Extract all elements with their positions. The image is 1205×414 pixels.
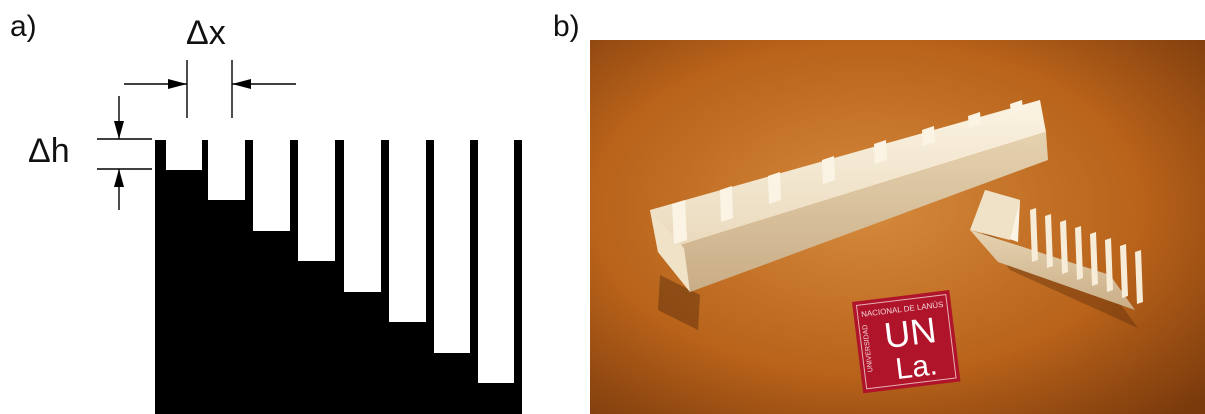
groove <box>298 140 335 261</box>
logo-line2: La. <box>894 348 939 386</box>
panel-b-label: b) <box>553 10 580 43</box>
groove <box>434 140 470 353</box>
delta-h-dimension <box>97 96 152 210</box>
photo-of-printed-gratings: NACIONAL DE LANÚS UNIVERSIDAD UN La. <box>590 40 1205 414</box>
groove <box>208 140 245 200</box>
arrow-down <box>114 121 124 139</box>
delta-x-dimension <box>124 60 296 118</box>
groove <box>344 140 381 292</box>
university-logo: NACIONAL DE LANÚS UNIVERSIDAD UN La. <box>852 290 961 394</box>
arrow-right <box>168 79 187 89</box>
groove <box>478 140 514 383</box>
long-grating-piece <box>650 100 1048 330</box>
panel-a-label: a) <box>10 10 37 43</box>
arrow-up <box>114 169 124 187</box>
groove <box>253 140 290 231</box>
logo-line1: UN <box>882 309 939 356</box>
arrow-left <box>232 79 251 89</box>
delta-x-label: Δx <box>186 14 226 52</box>
small-grating-piece <box>970 190 1143 328</box>
delta-h-label: Δh <box>28 132 70 170</box>
step-grating-schematic <box>97 60 522 414</box>
groove <box>166 140 202 170</box>
groove <box>389 140 426 322</box>
